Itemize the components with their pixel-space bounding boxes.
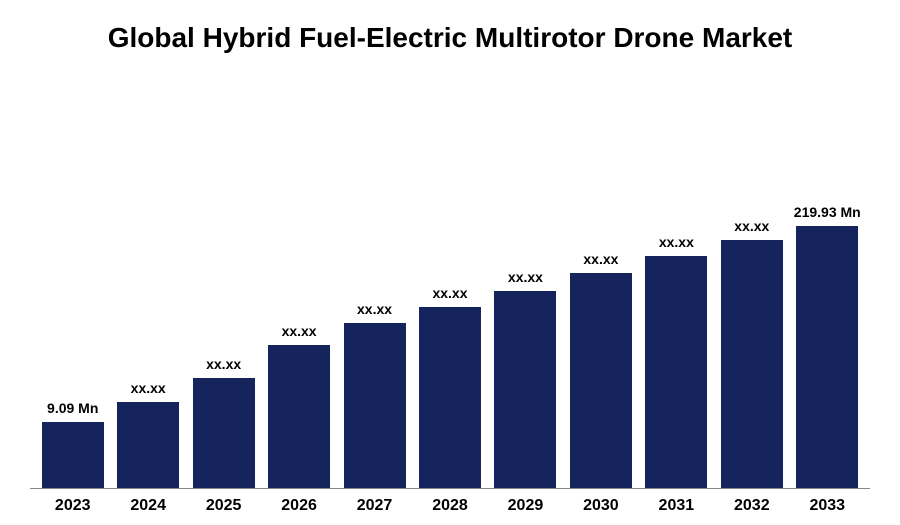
bar-data-label: xx.xx <box>508 269 543 285</box>
bar-group: xx.xx <box>412 86 487 488</box>
bar-data-label: xx.xx <box>206 356 241 372</box>
bar <box>344 323 406 488</box>
bar <box>419 307 481 488</box>
bar <box>42 422 104 488</box>
bar-data-label: xx.xx <box>734 218 769 234</box>
bar <box>268 345 330 488</box>
x-axis-label: 2024 <box>110 497 185 515</box>
plot-area: 9.09 Mn xx.xx xx.xx xx.xx xx.xx xx.xx xx.xx xx.… <box>30 86 870 489</box>
x-axis-label: 2026 <box>261 497 336 515</box>
x-axis-label: 2032 <box>714 497 789 515</box>
chart-title: Global Hybrid Fuel-Electric Multirotor D… <box>30 20 870 56</box>
bar <box>645 256 707 489</box>
bar-data-label: xx.xx <box>583 251 618 267</box>
bar-data-label: 219.93 Mn <box>794 204 861 220</box>
bar-group: xx.xx <box>488 86 563 488</box>
bar-data-label: xx.xx <box>357 301 392 317</box>
x-axis-label: 2030 <box>563 497 638 515</box>
bar-data-label: 9.09 Mn <box>47 400 98 416</box>
chart-container: Global Hybrid Fuel-Electric Multirotor D… <box>0 0 900 525</box>
x-axis-label: 2025 <box>186 497 261 515</box>
bar-group: 9.09 Mn <box>35 86 110 488</box>
x-axis-label: 2023 <box>35 497 110 515</box>
x-axis-label: 2033 <box>790 497 865 515</box>
bar-group: xx.xx <box>714 86 789 488</box>
x-axis-label: 2028 <box>412 497 487 515</box>
bar <box>796 226 858 488</box>
bar-group: xx.xx <box>563 86 638 488</box>
bar <box>494 291 556 488</box>
bar-group: xx.xx <box>186 86 261 488</box>
bar-data-label: xx.xx <box>432 285 467 301</box>
x-axis-label: 2027 <box>337 497 412 515</box>
bar-group: xx.xx <box>337 86 412 488</box>
bar-group: xx.xx <box>639 86 714 488</box>
bar-data-label: xx.xx <box>131 380 166 396</box>
bar-group: xx.xx <box>261 86 336 488</box>
bar-data-label: xx.xx <box>282 323 317 339</box>
x-axis-label: 2031 <box>639 497 714 515</box>
x-axis: 2023202420252026202720282029203020312032… <box>30 489 870 515</box>
bar-group: 219.93 Mn <box>790 86 865 488</box>
bar-data-label: xx.xx <box>659 234 694 250</box>
bar <box>721 240 783 488</box>
x-axis-label: 2029 <box>488 497 563 515</box>
bar <box>570 273 632 488</box>
bar <box>193 378 255 488</box>
bar-group: xx.xx <box>110 86 185 488</box>
bar <box>117 402 179 488</box>
